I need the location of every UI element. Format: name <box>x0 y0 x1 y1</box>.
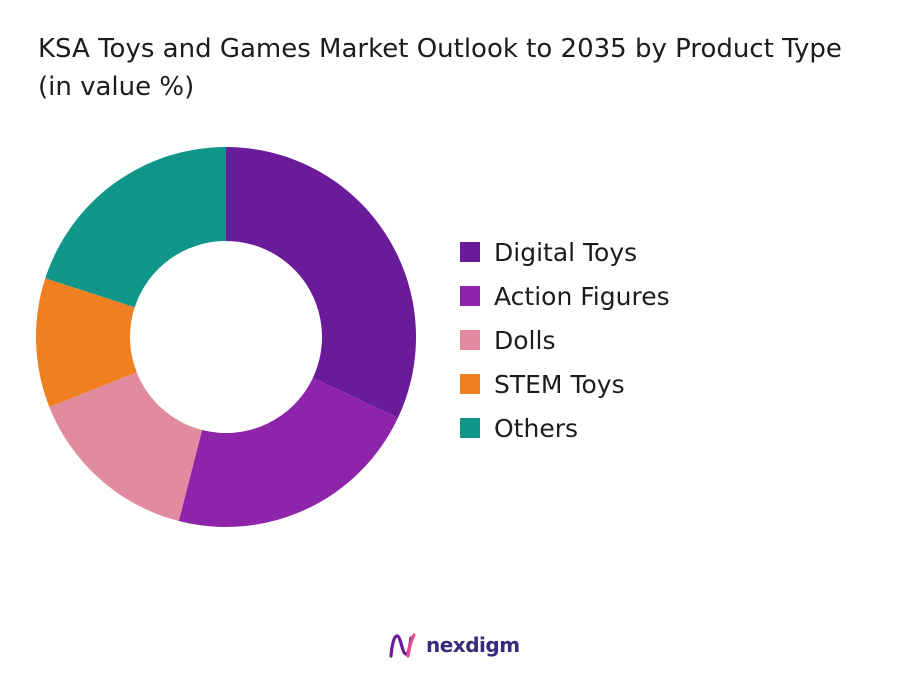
donut-slice-action-figures <box>178 377 398 527</box>
chart-title: KSA Toys and Games Market Outlook to 203… <box>38 30 888 106</box>
legend-label: STEM Toys <box>494 369 625 399</box>
legend-swatch <box>460 242 480 262</box>
brand-footer: nexdigm <box>388 630 520 660</box>
legend-item-dolls: Dolls <box>460 318 670 362</box>
legend-label: Action Figures <box>494 281 670 311</box>
donut-slice-stem-toys <box>36 278 137 407</box>
legend-swatch <box>460 374 480 394</box>
legend-item-action-figures: Action Figures <box>460 274 670 318</box>
legend-item-stem-toys: STEM Toys <box>460 362 670 406</box>
legend-swatch <box>460 330 480 350</box>
donut-slice-dolls <box>49 372 203 522</box>
legend-label: Others <box>494 413 579 443</box>
nexdigm-logo-icon <box>389 633 416 658</box>
chart-title-line-1: KSA Toys and Games Market Outlook to 203… <box>38 34 842 64</box>
chart-legend: Digital Toys Action Figures Dolls STEM Toys… <box>460 230 670 450</box>
donut-slice-digital-toys <box>226 147 416 418</box>
chart-title-line-2: (in value %) <box>38 72 195 102</box>
brand-name: nexdigm <box>426 633 520 657</box>
legend-item-others: Others <box>460 406 670 450</box>
legend-item-digital-toys: Digital Toys <box>460 230 670 274</box>
legend-swatch <box>460 418 480 438</box>
legend-label: Dolls <box>494 325 556 355</box>
donut-slice-others <box>45 147 227 308</box>
legend-swatch <box>460 286 480 306</box>
legend-label: Digital Toys <box>494 237 638 267</box>
